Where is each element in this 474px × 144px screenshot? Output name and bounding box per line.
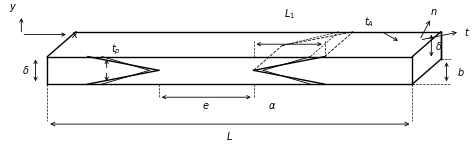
Text: $y$: $y$ xyxy=(9,2,18,14)
Text: $b$: $b$ xyxy=(457,66,465,78)
Text: $t$: $t$ xyxy=(464,26,470,38)
Text: $\delta$: $\delta$ xyxy=(435,40,443,52)
Text: $L_1$: $L_1$ xyxy=(283,7,295,21)
Text: $t_A$: $t_A$ xyxy=(365,15,374,29)
Text: $e$: $e$ xyxy=(202,101,210,111)
Text: $\alpha$: $\alpha$ xyxy=(268,101,276,111)
Text: $t_p$: $t_p$ xyxy=(111,42,121,57)
Text: $\delta$: $\delta$ xyxy=(22,64,30,76)
Text: $n$: $n$ xyxy=(430,7,438,17)
Text: $L$: $L$ xyxy=(227,130,233,142)
Text: $x$: $x$ xyxy=(71,30,79,40)
